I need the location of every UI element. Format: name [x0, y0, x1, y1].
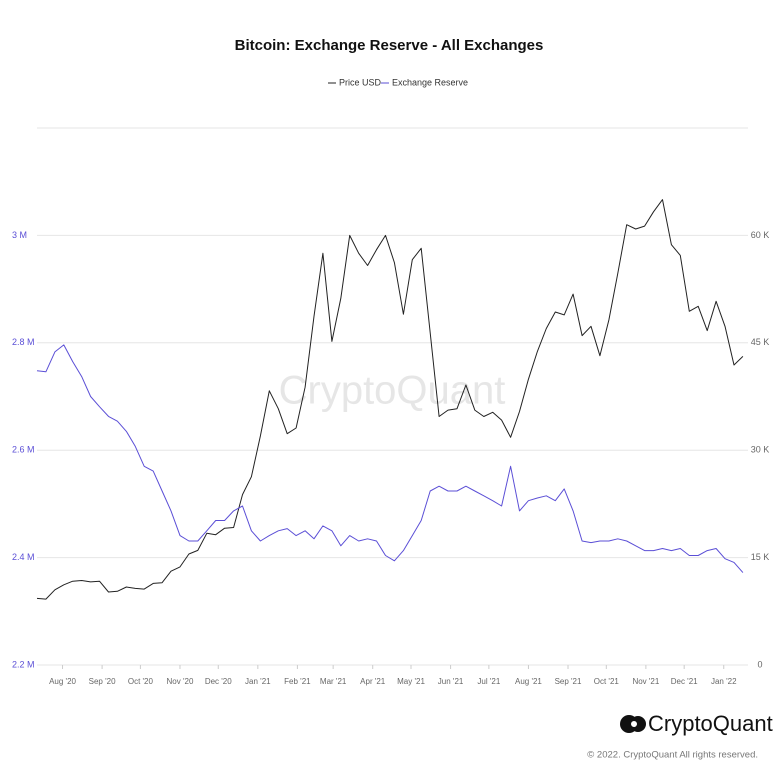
x-tick-label: Jun '21	[438, 677, 464, 686]
x-tick-label: Feb '21	[284, 677, 311, 686]
y-tick-label: 2.6 M	[12, 445, 35, 455]
x-tick-label: Jul '21	[477, 677, 500, 686]
series-line	[36, 199, 744, 600]
x-tick-label: Jan '22	[711, 677, 737, 686]
x-tick-label: Oct '21	[594, 677, 620, 686]
y2-tick-label: 0	[757, 659, 762, 669]
y2-tick-label: 15 K	[751, 552, 770, 562]
x-tick-label: Dec '21	[671, 677, 698, 686]
x-tick-label: Nov '20	[167, 677, 194, 686]
x-tick-label: Jan '21	[245, 677, 271, 686]
legend-label: Exchange Reserve	[392, 77, 468, 87]
x-tick-label: Aug '20	[49, 677, 76, 686]
x-tick-label: Aug '21	[515, 677, 542, 686]
x-tick-label: Nov '21	[632, 677, 659, 686]
watermark: CryptoQuant	[279, 369, 506, 413]
legend-label: Price USD	[339, 77, 382, 87]
series-line	[36, 344, 744, 573]
y-tick-label: 2.4 M	[12, 552, 35, 562]
x-tick-label: Mar '21	[320, 677, 347, 686]
x-tick-label: Sep '21	[555, 677, 582, 686]
y-tick-label: 2.8 M	[12, 337, 35, 347]
x-tick-label: Sep '20	[89, 677, 116, 686]
y2-tick-label: 60 K	[751, 230, 770, 240]
footer-logo	[620, 715, 646, 733]
x-tick-label: Apr '21	[360, 677, 386, 686]
y-tick-label: 2.2 M	[12, 659, 35, 669]
y2-tick-label: 45 K	[751, 337, 770, 347]
y2-tick-label: 30 K	[751, 445, 770, 455]
y-tick-label: 3 M	[12, 230, 27, 240]
footer-copyright: © 2022. CryptoQuant All rights reserved.	[587, 750, 758, 761]
x-tick-label: Oct '20	[128, 677, 154, 686]
x-tick-label: May '21	[397, 677, 425, 686]
footer-brand: CryptoQuant	[648, 711, 773, 736]
chart-title: Bitcoin: Exchange Reserve - All Exchange…	[235, 37, 544, 54]
x-tick-label: Dec '20	[205, 677, 232, 686]
